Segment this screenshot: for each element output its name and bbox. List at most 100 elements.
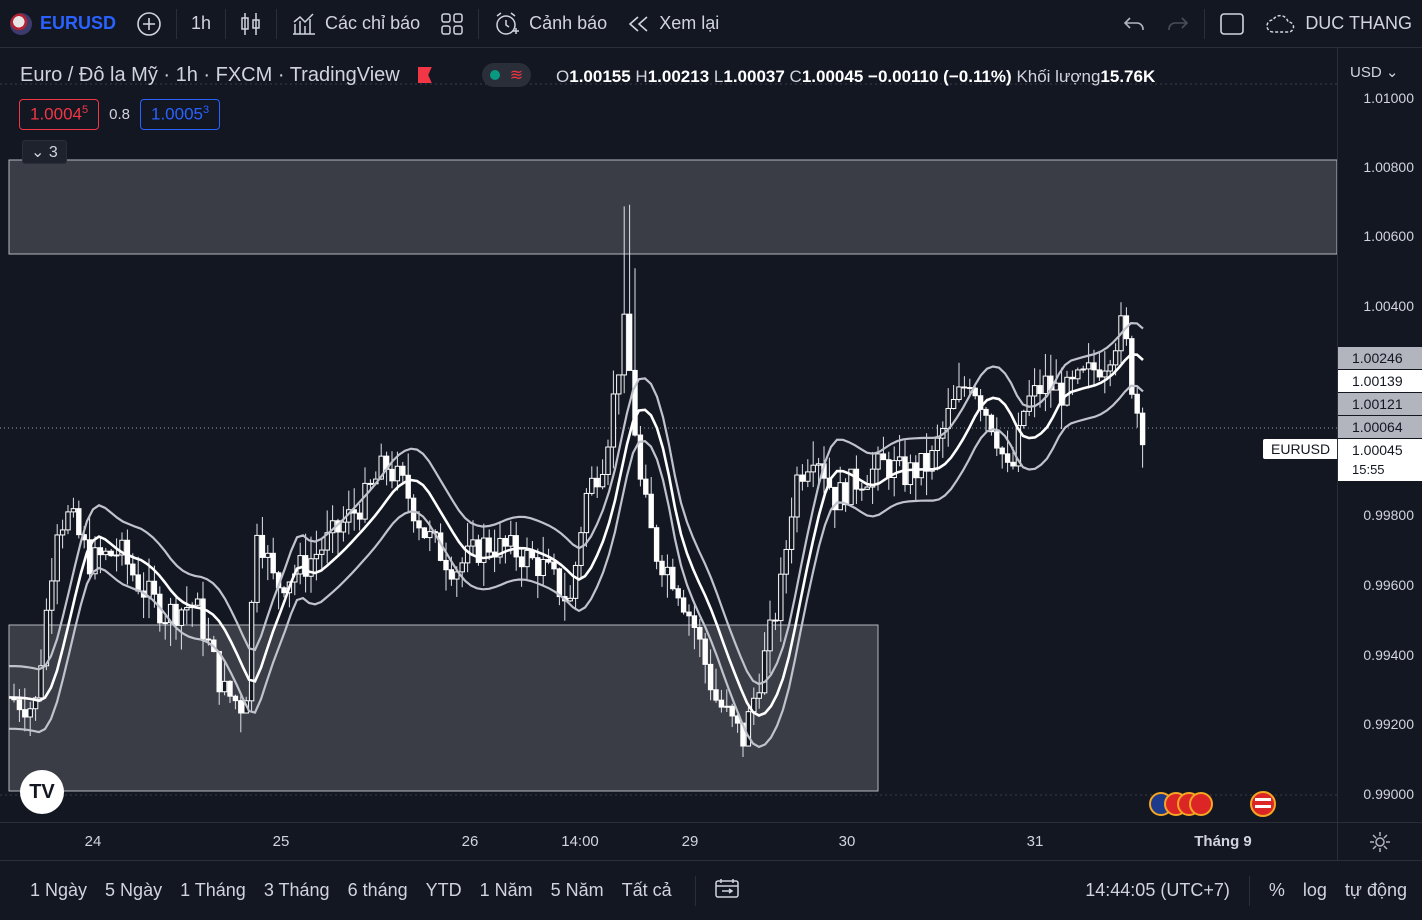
- bullish-candle: [1107, 364, 1113, 372]
- interval-button[interactable]: 1h: [191, 13, 212, 33]
- bullish-candle: [184, 607, 190, 611]
- square-icon: [1220, 12, 1245, 35]
- range-ytd-button[interactable]: YTD: [425, 880, 462, 900]
- bullish-candle: [1042, 375, 1049, 395]
- cloud-icon: [1266, 14, 1295, 33]
- price-label: 1.00800: [1363, 159, 1414, 175]
- supply-zone[interactable]: [8, 159, 1337, 255]
- high-value: 1.00213: [647, 67, 710, 86]
- bearish-candle: [518, 556, 525, 568]
- bullish-candle: [950, 399, 957, 410]
- layouts-button[interactable]: [430, 0, 474, 48]
- spread-value: 0.8: [109, 105, 130, 123]
- log-scale-toggle[interactable]: log: [1302, 880, 1327, 900]
- close-key: C: [789, 67, 802, 86]
- price-axis[interactable]: USD ⌄ 1.01000 1.00800 1.00600 1.00400 0.…: [1337, 48, 1422, 822]
- us-flag-icon[interactable]: [1189, 792, 1213, 816]
- save-layout-button[interactable]: DUC THANG: [1255, 0, 1422, 48]
- bearish-candle: [713, 689, 719, 701]
- divider: [176, 8, 178, 39]
- bearish-candle: [923, 452, 930, 472]
- bullish-candle: [54, 534, 60, 582]
- bullish-candle: [497, 537, 503, 558]
- undo-button[interactable]: [1112, 0, 1156, 48]
- bottom-toolbar: 1 Ngày 5 Ngày 1 Tháng 3 Tháng 6 tháng YT…: [0, 860, 1422, 920]
- bullish-candle: [1053, 382, 1059, 391]
- fullscreen-button[interactable]: [1209, 0, 1255, 48]
- replay-button[interactable]: Xem lại: [617, 0, 729, 48]
- user-name-label: DUC THANG: [1305, 13, 1412, 33]
- bearish-candle: [448, 569, 455, 580]
- indicators-collapse-button[interactable]: ⌄ 3: [22, 140, 67, 164]
- alarm-clock-icon: [496, 11, 520, 35]
- range-1m-button[interactable]: 1 Tháng: [180, 880, 246, 900]
- compare-button[interactable]: [126, 0, 172, 48]
- bearish-candle: [1096, 369, 1103, 378]
- bearish-candle: [718, 699, 725, 708]
- price-label: 0.99000: [1363, 786, 1414, 802]
- buy-button[interactable]: 1.00053: [139, 99, 221, 130]
- bearish-candle: [626, 313, 633, 371]
- candlestick-chart[interactable]: [0, 48, 1337, 822]
- chart-pane[interactable]: Euro / Đô la Mỹ · 1h · FXCM · TradingVie…: [0, 48, 1337, 822]
- bullish-candle: [875, 453, 881, 470]
- range-3m-button[interactable]: 3 Tháng: [263, 880, 330, 900]
- bullish-candle: [378, 455, 384, 480]
- indicators-button[interactable]: Các chỉ báo: [281, 0, 430, 48]
- sell-button[interactable]: 1.00045: [19, 99, 100, 130]
- goto-date-button[interactable]: [700, 877, 754, 904]
- price-label: 0.99400: [1363, 647, 1414, 663]
- range-5d-button[interactable]: 5 Ngày: [105, 880, 163, 900]
- divider: [225, 8, 227, 39]
- range-all-button[interactable]: Tất cả: [621, 880, 672, 900]
- timezone-clock[interactable]: 14:44:05 (UTC+7): [1085, 880, 1230, 900]
- chart-settings-button[interactable]: [1337, 822, 1422, 860]
- range-6m-button[interactable]: 6 tháng: [347, 880, 408, 900]
- bearish-candle: [502, 537, 509, 547]
- time-axis[interactable]: 24 25 26 14:00 29 30 31 Tháng 9: [0, 822, 1337, 860]
- range-5y-button[interactable]: 5 Năm: [550, 880, 604, 900]
- bullish-candle: [1031, 385, 1038, 397]
- chart-type-button[interactable]: [230, 0, 272, 48]
- bearish-candle: [1139, 412, 1146, 446]
- market-status-pill[interactable]: ≋: [481, 63, 532, 87]
- bearish-candle: [637, 434, 644, 480]
- top-toolbar: EURUSD 1h Các chỉ báo Cảnh báo Xem lại D…: [0, 0, 1422, 48]
- economic-events-icons[interactable]: [1149, 791, 1276, 817]
- time-label: 26: [461, 833, 479, 850]
- bearish-candle: [675, 588, 681, 599]
- currency-selector[interactable]: USD ⌄: [1350, 63, 1398, 81]
- alerts-button[interactable]: Cảnh báo: [483, 0, 617, 48]
- bearish-candle: [691, 615, 698, 629]
- bid-value: 1.0004: [30, 104, 82, 124]
- bearish-candle: [443, 559, 449, 571]
- range-1d-button[interactable]: 1 Ngày: [30, 880, 88, 900]
- indicators-label: Các chỉ báo: [325, 13, 421, 33]
- indicators-icon: [293, 12, 316, 35]
- bullish-candle: [103, 550, 109, 556]
- auto-scale-toggle[interactable]: tự động: [1344, 880, 1407, 900]
- symbol-search-button[interactable]: EURUSD: [0, 0, 126, 48]
- demand-zone[interactable]: [8, 624, 879, 792]
- tradingview-logo-icon[interactable]: TV: [20, 770, 64, 814]
- range-1y-button[interactable]: 1 Năm: [479, 880, 533, 900]
- indicator-count: 3: [48, 144, 58, 161]
- bullish-candle: [1064, 376, 1070, 406]
- bullish-candle: [599, 473, 606, 488]
- bearish-candle: [535, 557, 541, 577]
- percent-scale-toggle[interactable]: %: [1268, 880, 1285, 900]
- ma-upper-band: [9, 321, 1144, 686]
- close-value: 1.00045: [801, 67, 864, 86]
- bearish-candle: [238, 700, 244, 714]
- bearish-candle: [22, 709, 28, 718]
- redo-button[interactable]: [1156, 0, 1200, 48]
- bearish-candle: [999, 447, 1005, 455]
- bearish-candle: [76, 508, 82, 536]
- redo-icon: [1168, 16, 1189, 30]
- red-flag-icon[interactable]: [417, 67, 432, 83]
- legend-title[interactable]: Euro / Đô la Mỹ · 1h · FXCM · TradingVie…: [20, 63, 400, 86]
- bullish-candle: [524, 549, 530, 568]
- rewind-icon: [628, 15, 648, 32]
- bullish-candle: [1075, 369, 1081, 380]
- us-flag-icon[interactable]: [1250, 791, 1276, 817]
